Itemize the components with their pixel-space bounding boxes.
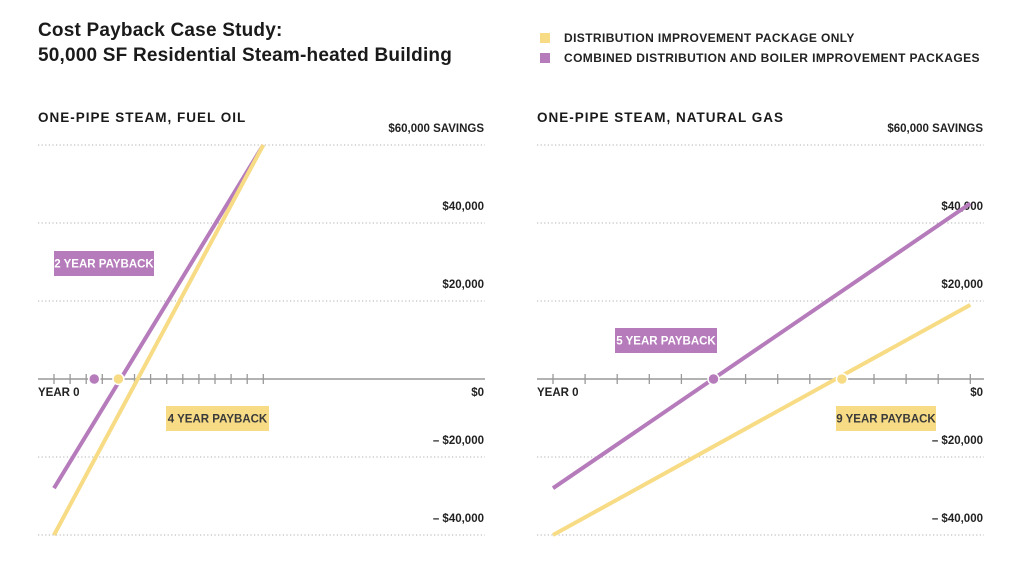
payback-point-combined: [707, 372, 720, 386]
payback-label-box-distribution: [836, 406, 936, 431]
panel-title-fuel-oil: ONE-PIPE STEAM, FUEL OIL: [38, 110, 247, 125]
series-line-distribution: [52, 144, 266, 536]
y-tick-label: $40,000: [442, 201, 484, 213]
payback-label-box-combined: [54, 251, 154, 276]
legend-label-combined: COMBINED DISTRIBUTION AND BOILER IMPROVE…: [564, 51, 980, 65]
payback-point-distribution: [112, 372, 125, 386]
title-line-1: Cost Payback Case Study:: [38, 20, 283, 41]
y-tick-label: $0: [471, 387, 484, 399]
y-tick-label: $20,000: [941, 279, 983, 291]
payback-point-combined: [88, 372, 101, 386]
legend-item-distribution: DISTRIBUTION IMPROVEMENT PACKAGE ONLY: [540, 28, 980, 48]
x-axis-label: YEAR 0: [537, 387, 579, 399]
panel-title-natural-gas: ONE-PIPE STEAM, NATURAL GAS: [537, 110, 785, 125]
y-tick-label: $20,000: [442, 279, 484, 291]
y-tick-label: – $40,000: [433, 513, 484, 525]
y-tick-label: – $20,000: [932, 435, 983, 447]
legend-label-distribution: DISTRIBUTION IMPROVEMENT PACKAGE ONLY: [564, 31, 855, 45]
payback-point-distribution: [835, 372, 849, 386]
payback-label-combined: 5 YEAR PAYBACK: [616, 336, 716, 348]
payback-label-combined: 2 YEAR PAYBACK: [54, 259, 154, 271]
chart-title: Cost Payback Case Study: 50,000 SF Resid…: [38, 18, 452, 68]
series-line-combined: [52, 143, 266, 490]
y-tick-label: $60,000 SAVINGS: [887, 123, 983, 135]
x-axis-label: YEAR 0: [38, 387, 80, 399]
payback-label-box-distribution: [166, 406, 269, 431]
legend-item-combined: COMBINED DISTRIBUTION AND BOILER IMPROVE…: [540, 48, 980, 68]
title-line-2: 50,000 SF Residential Steam-heated Build…: [38, 45, 453, 66]
legend-swatch-combined: [540, 53, 550, 63]
y-tick-label: – $20,000: [433, 435, 484, 447]
legend: DISTRIBUTION IMPROVEMENT PACKAGE ONLY CO…: [540, 28, 980, 68]
legend-swatch-distribution: [540, 33, 550, 43]
y-tick-label: $0: [970, 387, 983, 399]
series-line-combined: [551, 201, 972, 490]
series-line-distribution: [552, 303, 972, 537]
y-tick-label: – $40,000: [932, 513, 983, 525]
y-tick-label: $60,000 SAVINGS: [388, 123, 484, 135]
payback-label-distribution: 4 YEAR PAYBACK: [168, 414, 268, 426]
payback-label-distribution: 9 YEAR PAYBACK: [836, 414, 936, 426]
payback-label-box-combined: [615, 328, 717, 353]
